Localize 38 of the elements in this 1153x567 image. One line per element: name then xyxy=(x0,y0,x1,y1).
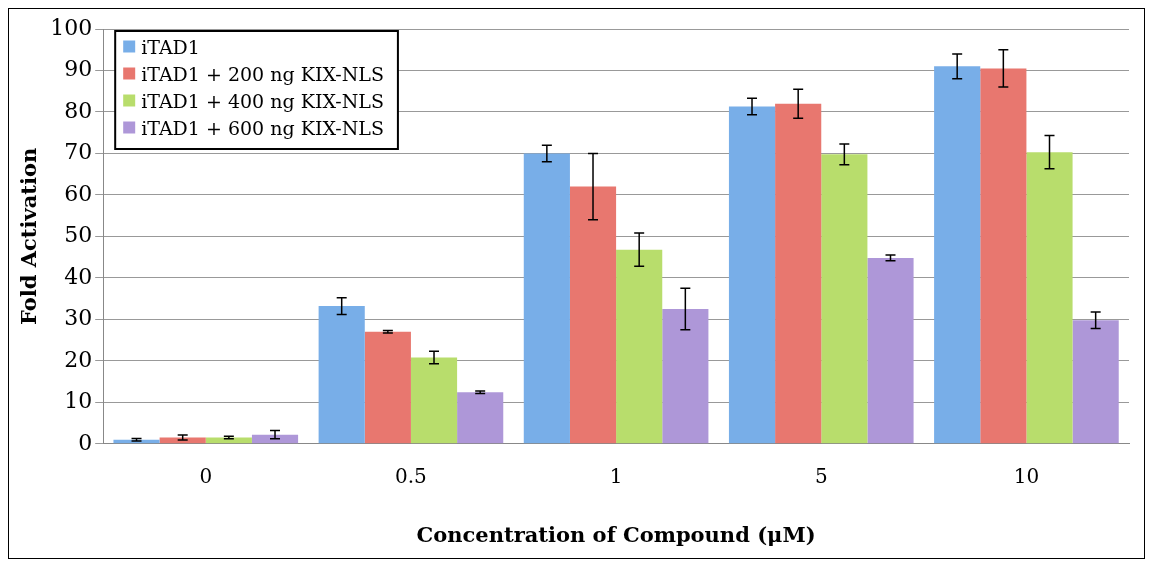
bar xyxy=(821,154,868,444)
x-tick-label: 1 xyxy=(609,464,623,488)
bar xyxy=(410,357,458,444)
y-tick-label: 90 xyxy=(64,56,93,82)
y-tick-label: 80 xyxy=(64,97,93,123)
y-tick-label: 20 xyxy=(64,346,93,372)
bar xyxy=(980,68,1027,444)
legend-label: iTAD1 + 400 ng KIX-NLS xyxy=(141,90,384,113)
y-tick-label: 70 xyxy=(64,139,93,165)
bar xyxy=(775,103,822,444)
bar xyxy=(364,331,411,444)
y-tick-label: 40 xyxy=(64,263,93,289)
bar xyxy=(662,308,709,444)
y-tick-label: 50 xyxy=(64,222,93,248)
y-tick-label: 30 xyxy=(64,305,93,331)
y-axis-title: Fold Activation xyxy=(16,147,42,326)
y-tick-label: 10 xyxy=(64,388,93,414)
bar xyxy=(457,392,504,444)
y-tick-label: 100 xyxy=(50,14,93,40)
bar xyxy=(523,153,570,444)
bar xyxy=(1026,152,1073,444)
bar xyxy=(934,66,981,444)
bar xyxy=(867,257,914,444)
legend-label: iTAD1 + 600 ng KIX-NLS xyxy=(141,117,384,140)
x-tick-label: 0.5 xyxy=(395,464,427,488)
x-tick-label: 0 xyxy=(199,464,213,488)
bar xyxy=(616,249,663,444)
bar xyxy=(569,186,617,444)
legend-label: iTAD1 + 200 ng KIX-NLS xyxy=(141,63,384,86)
y-tick-label: 60 xyxy=(64,180,93,206)
x-tick-label: 10 xyxy=(1013,464,1040,488)
legend-label: iTAD1 xyxy=(141,36,200,59)
x-tick-label: 5 xyxy=(814,464,828,488)
bar xyxy=(318,306,365,444)
bar xyxy=(728,106,776,444)
bar xyxy=(1072,320,1119,444)
x-axis-title: Concentration of Compound (μM) xyxy=(416,521,816,547)
y-tick-label: 0 xyxy=(78,429,93,455)
